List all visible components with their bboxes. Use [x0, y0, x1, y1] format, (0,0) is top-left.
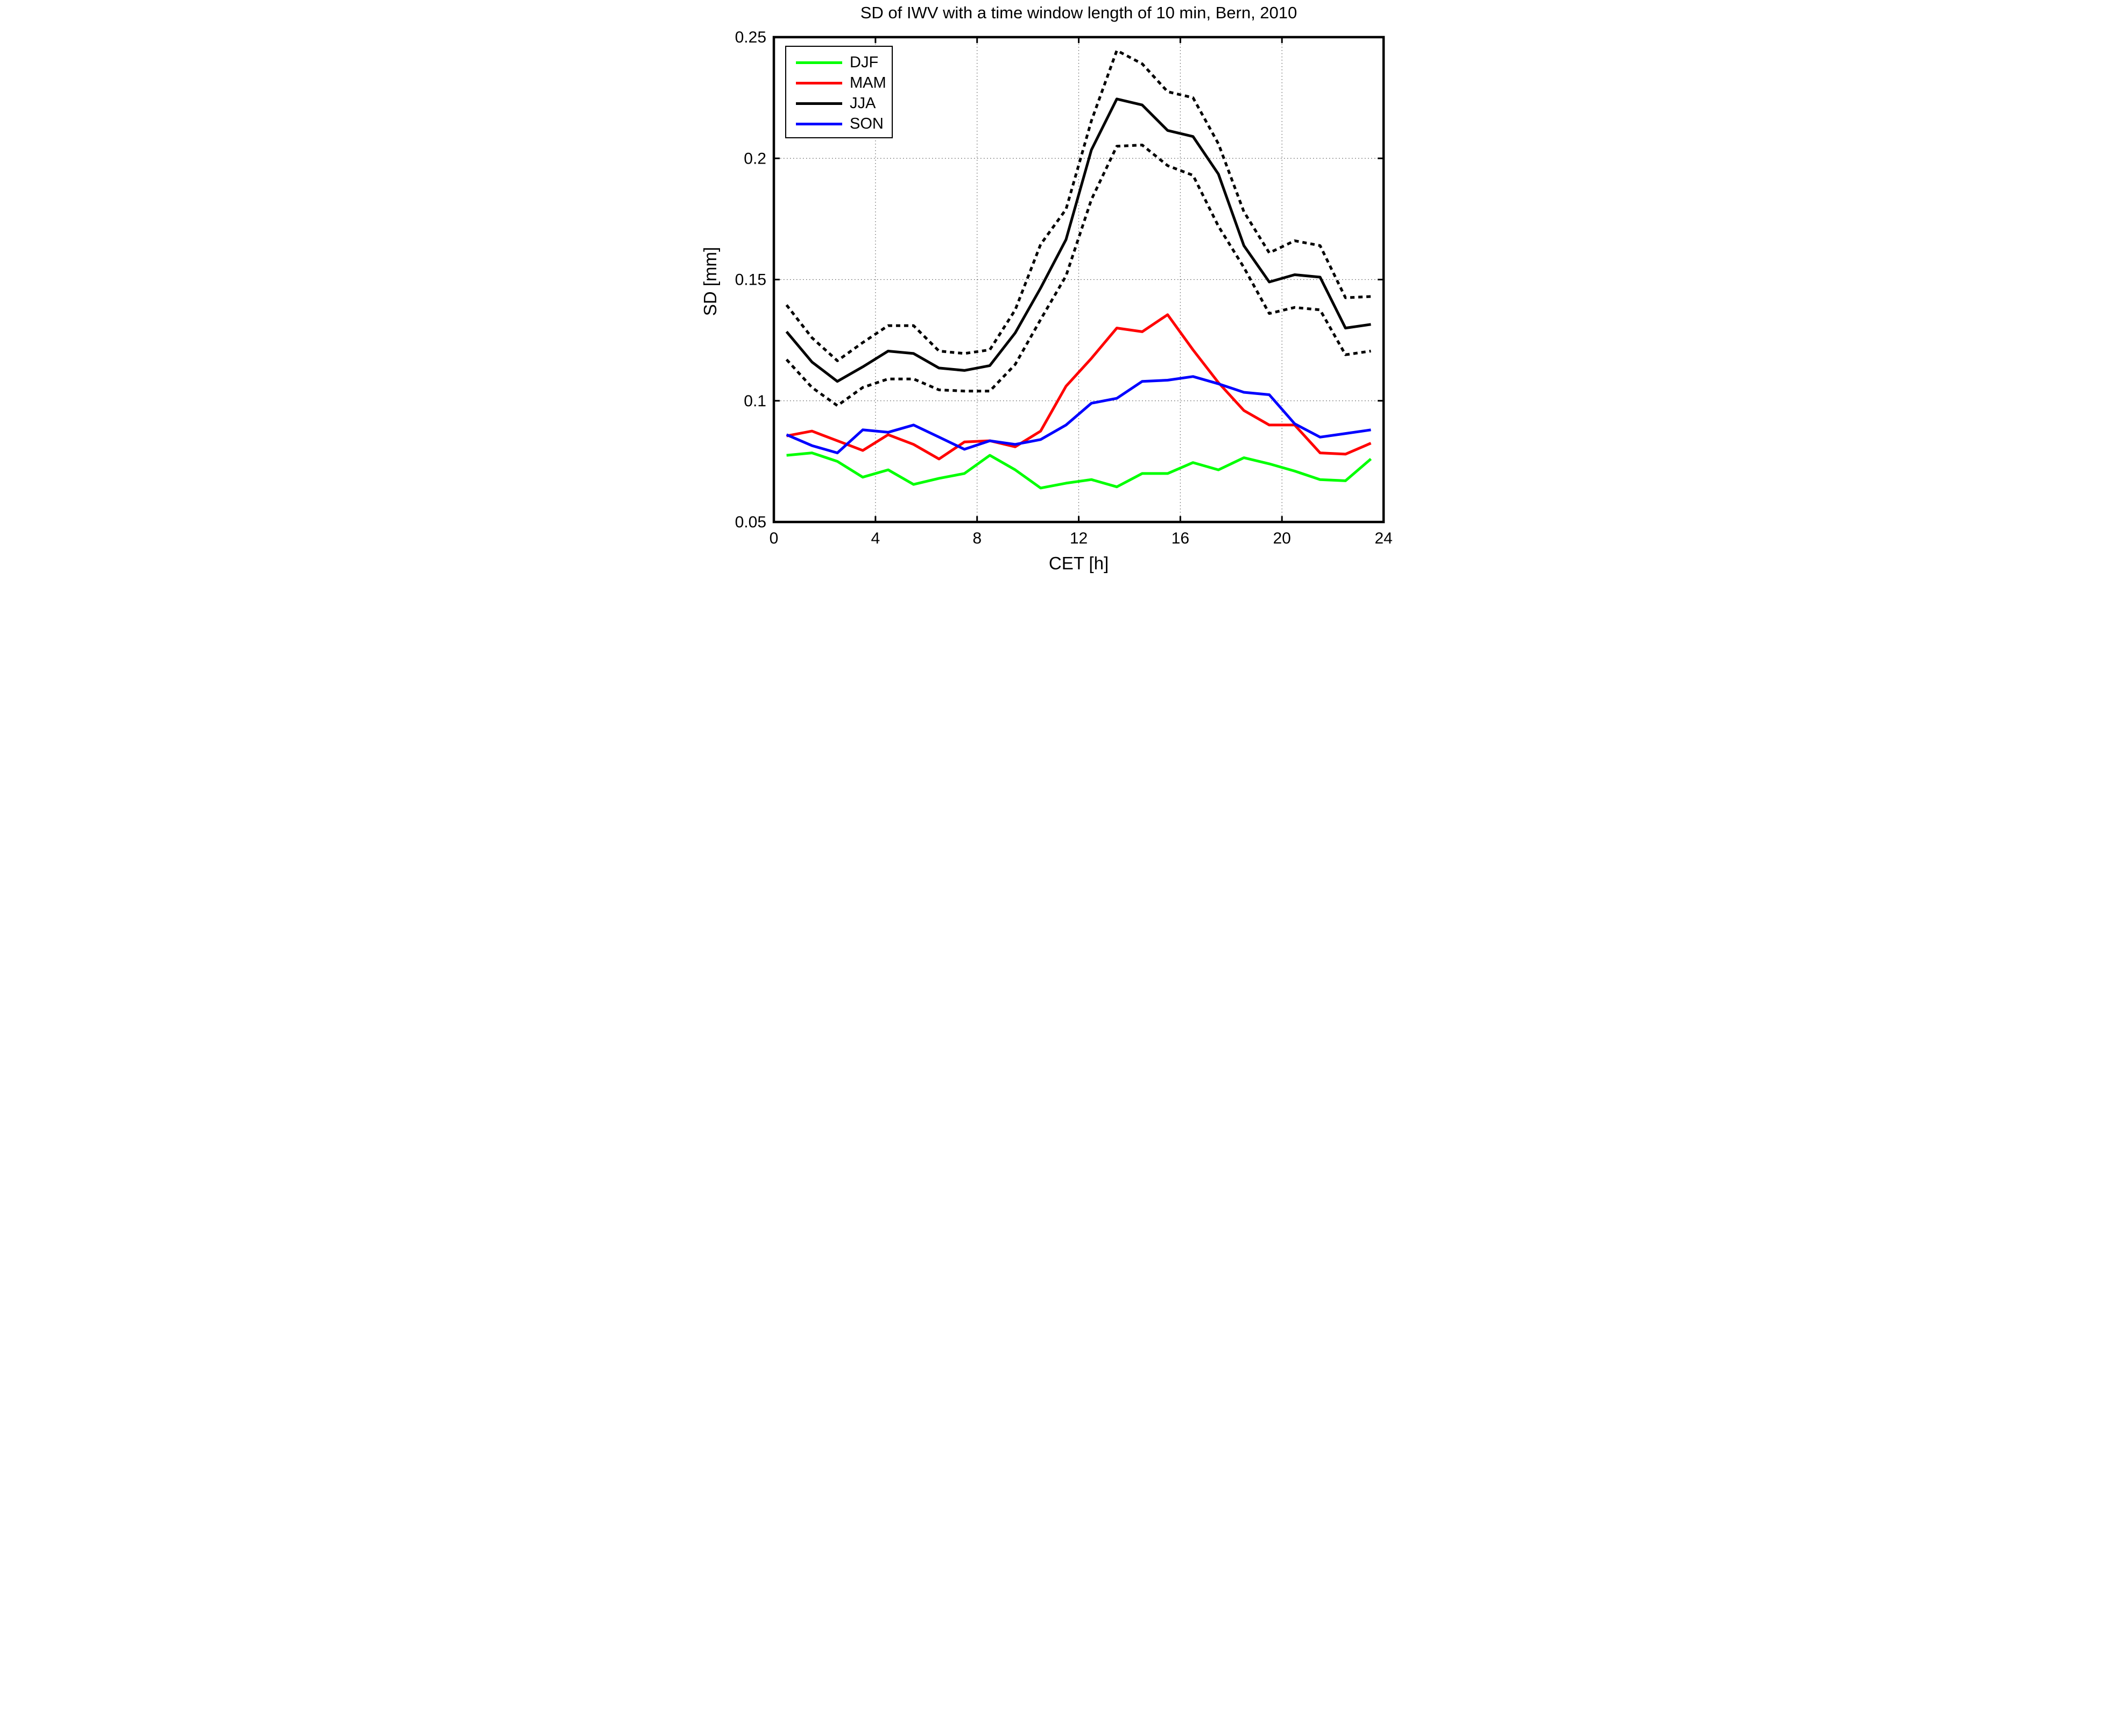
x-tick-label: 0: [770, 530, 779, 547]
legend-line-sample: [796, 61, 842, 64]
legend-item-JJA: JJA: [786, 93, 892, 114]
legend-item-DJF: DJF: [786, 52, 892, 73]
y-tick-label: 0.05: [735, 513, 766, 531]
series-line-DJF: [786, 451, 1372, 490]
y-tick-label: 0.15: [735, 271, 766, 289]
x-tick-label: 12: [1070, 530, 1088, 547]
legend-item-SON: SON: [786, 114, 892, 134]
series-line-SON: [786, 375, 1371, 455]
legend-line-sample: [796, 102, 842, 105]
y-tick-label: 0.25: [735, 29, 766, 46]
plot-area: 0 4 8 12 16 20 24 0.05 0.1 0.15 0.2 0.25: [735, 29, 1393, 547]
x-tick-label: 16: [1172, 530, 1189, 547]
legend-label: MAM: [850, 74, 886, 91]
legend-label: JJA: [850, 94, 876, 112]
y-tick-label: 0.2: [744, 150, 766, 167]
legend-label: DJF: [850, 53, 879, 71]
series-line-JJA_lower_dotted_bound: [785, 144, 1371, 407]
x-tick-label: 20: [1273, 530, 1290, 547]
legend-item-MAM: MAM: [786, 73, 892, 93]
x-tick-label: 24: [1374, 530, 1392, 547]
y-tick-label: 0.1: [744, 392, 766, 410]
series-line-JJA_upper_dotted_bound: [785, 49, 1371, 362]
legend-line-sample: [796, 81, 842, 84]
legend-line-sample: [796, 122, 842, 125]
chart-title: SD of IWV with a time window length of 1…: [860, 3, 1297, 22]
x-axis-label: CET [h]: [1048, 553, 1109, 573]
series-line-MAM: [786, 313, 1372, 461]
x-tick-label: 4: [871, 530, 880, 547]
series-line-JJA: [785, 97, 1371, 383]
legend-label: SON: [850, 115, 884, 132]
x-tick-label: 8: [972, 530, 982, 547]
legend: DJF MAM JJA SON: [785, 46, 893, 138]
figure: SD of IWV with a time window length of 1…: [700, 0, 1401, 578]
